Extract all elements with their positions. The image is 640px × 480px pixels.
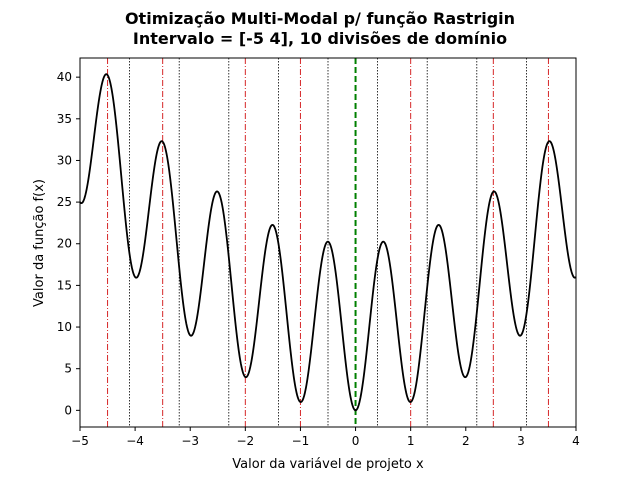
x-axis-label: Valor da variável de projeto x: [232, 457, 424, 472]
chart-title-line-1: Otimização Multi-Modal p/ função Rastrig…: [125, 9, 515, 28]
x-tick-label: −5: [71, 434, 89, 448]
y-tick-label: 5: [64, 362, 72, 376]
rastrigin-curve: [79, 73, 577, 412]
x-tick-label: −1: [292, 434, 310, 448]
x-tick-label: 1: [407, 434, 415, 448]
y-tick-label: 25: [57, 195, 72, 209]
y-tick-label: 0: [64, 403, 72, 417]
x-tick-label: 3: [517, 434, 525, 448]
y-tick-label: 10: [57, 320, 72, 334]
y-tick-label: 35: [57, 112, 72, 126]
axes-frame: [79, 57, 577, 428]
x-tick-label: 2: [462, 434, 470, 448]
chart-title-line-2: Intervalo = [-5 4], 10 divisões de domín…: [133, 29, 507, 48]
x-tick-label: 0: [352, 434, 360, 448]
y-tick-label: 30: [57, 153, 72, 167]
y-tick-label: 40: [57, 70, 72, 84]
x-tick-label: 4: [572, 434, 580, 448]
y-tick-label: 15: [57, 278, 72, 292]
x-tick-label: −3: [181, 434, 199, 448]
y-axis-ticks: 0 5 10 15 20 25 30 35 40: [57, 70, 80, 417]
x-tick-label: −2: [236, 434, 254, 448]
y-axis-label: Valor da função f(x): [32, 179, 47, 307]
y-tick-label: 20: [57, 237, 72, 251]
x-axis-ticks: −5 −4 −3 −2 −1 0 1 2 3 4: [71, 427, 580, 448]
x-tick-label: −4: [126, 434, 144, 448]
